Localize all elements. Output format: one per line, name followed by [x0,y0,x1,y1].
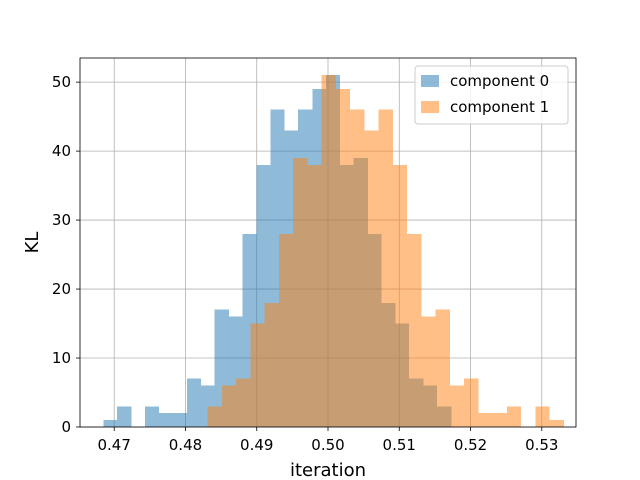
x-tick-label: 0.50 [311,436,344,454]
x-tick-label: 0.48 [169,436,202,454]
x-tick-label: 0.47 [98,436,131,454]
y-tick-label: 10 [52,349,71,367]
histogram-bar-component-1 [478,413,493,427]
x-axis-ticks: 0.47 0.48 0.49 0.50 0.51 0.52 0.53 [98,427,558,454]
histogram-bar-component-1 [350,109,365,427]
histogram-bar-component-1 [435,309,450,427]
histogram-bar-component-1 [535,406,550,427]
histogram-bar-component-1 [278,233,294,427]
x-tick-label: 0.53 [525,436,558,454]
y-tick-label: 40 [52,142,71,160]
x-axis-label: iteration [290,460,366,480]
histogram-bar-component-1 [221,385,237,427]
histogram-bar-component-0 [117,406,132,427]
histogram-bar-component-1 [549,420,564,427]
x-tick-label: 0.51 [383,436,416,454]
histogram-bar-component-0 [186,378,202,427]
histogram-bar-component-1 [307,164,322,427]
y-tick-label: 30 [52,211,71,229]
y-tick-label: 50 [52,73,71,91]
legend-label-component-1: component 1 [450,98,549,116]
histogram-bar-component-1 [335,89,351,427]
y-axis-ticks: 0 10 20 30 40 50 [52,73,80,436]
histogram-bar-component-1 [492,413,507,427]
histogram-bar-component-1 [392,164,408,427]
histogram-bar-component-1 [378,109,393,427]
histogram-bar-component-1 [207,406,222,427]
histogram-bars [103,75,564,428]
x-tick-label: 0.49 [240,436,273,454]
histogram-bar-component-1 [236,378,251,427]
histogram-bar-component-1 [464,378,479,427]
legend-swatch-component-0 [421,75,439,87]
legend-swatch-component-1 [421,101,439,113]
histogram-bar-component-1 [321,75,336,428]
histogram-bar-component-1 [506,406,522,427]
histogram-bar-component-0 [103,420,118,427]
legend: component 0 component 1 [414,65,569,125]
x-tick-label: 0.52 [454,436,487,454]
histogram-bar-component-1 [293,158,308,427]
histogram-bar-component-1 [264,302,279,427]
legend-box [414,65,569,125]
histogram-bar-component-1 [449,385,465,427]
histogram-bar-component-1 [421,316,436,427]
histogram-bar-component-0 [173,413,187,427]
histogram-bar-component-1 [407,233,422,427]
y-tick-label: 20 [52,280,71,298]
histogram-bar-component-0 [159,413,174,427]
y-tick-label: 0 [61,418,71,436]
legend-label-component-0: component 0 [450,72,549,90]
histogram-bar-component-0 [144,406,160,427]
y-axis-label: KL [22,232,43,254]
histogram-bar-component-1 [364,130,379,427]
histogram-bar-component-1 [250,323,265,427]
